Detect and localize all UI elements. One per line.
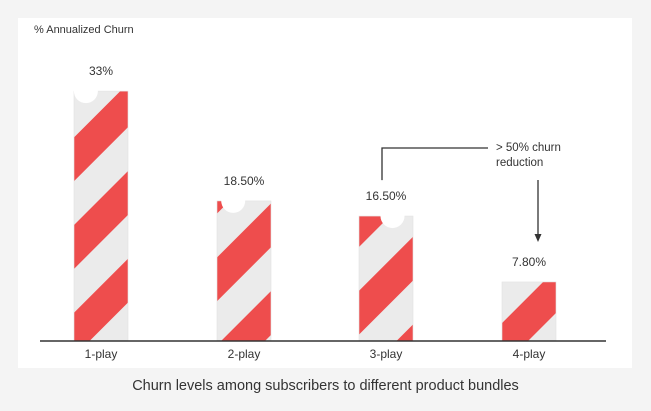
bar-3-play bbox=[358, 215, 414, 342]
annotation-text-line: > 50% churn bbox=[496, 142, 561, 154]
x-tick-2-play: 2-play bbox=[228, 347, 261, 361]
bar-top-bite bbox=[380, 204, 405, 229]
bar-top-bite bbox=[221, 188, 246, 213]
annotation-arrowhead bbox=[534, 234, 542, 242]
y-axis-label: % Annualized Churn bbox=[34, 24, 134, 36]
data-label-2-play: 18.50% bbox=[224, 174, 265, 188]
bar-1-play bbox=[73, 90, 129, 342]
x-tick-4-play: 4-play bbox=[513, 347, 546, 361]
data-label-4-play: 7.80% bbox=[512, 255, 546, 269]
chart-caption: Churn levels among subscribers to differ… bbox=[132, 378, 519, 394]
data-label-1-play: 33% bbox=[89, 64, 113, 78]
churn-bar-chart: % Annualized Churn 33%18.50%16.50%7.80% … bbox=[34, 24, 606, 361]
data-label-3-play: 16.50% bbox=[366, 189, 407, 203]
x-tick-1-play: 1-play bbox=[85, 347, 118, 361]
annotation-text-line: reduction bbox=[496, 157, 543, 169]
annotation-connector bbox=[381, 147, 488, 181]
bar-2-play bbox=[216, 200, 272, 342]
bar-4-play bbox=[501, 281, 557, 342]
churn-reduction-annotation: > 50% churn reduction bbox=[381, 142, 561, 242]
x-tick-3-play: 3-play bbox=[370, 347, 403, 361]
bar-top-bite bbox=[73, 79, 98, 104]
chart-panel: % Annualized Churn 33% 18.50% 16.50% 7.80% … bbox=[18, 18, 632, 368]
